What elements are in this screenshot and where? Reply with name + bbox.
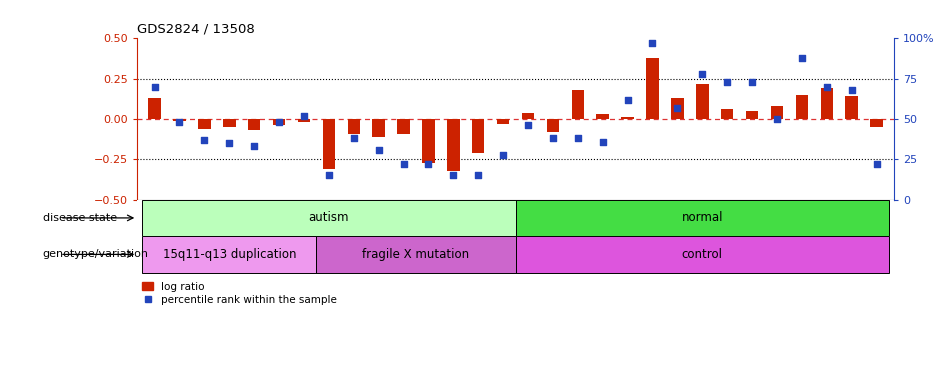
Bar xyxy=(547,119,559,132)
Bar xyxy=(298,119,310,122)
Point xyxy=(272,119,287,125)
Text: fragile X mutation: fragile X mutation xyxy=(362,248,469,261)
Bar xyxy=(646,58,658,119)
Bar xyxy=(173,119,185,121)
Point xyxy=(421,161,436,167)
Text: control: control xyxy=(682,248,723,261)
Bar xyxy=(223,119,236,127)
Bar xyxy=(522,113,534,119)
Point xyxy=(694,71,710,77)
Point xyxy=(172,119,187,125)
Point xyxy=(570,135,586,141)
Text: 15q11-q13 duplication: 15q11-q13 duplication xyxy=(163,248,296,261)
Point xyxy=(371,147,386,153)
Bar xyxy=(422,119,434,162)
Point xyxy=(595,139,610,145)
Bar xyxy=(721,109,733,119)
Text: genotype/variation: genotype/variation xyxy=(43,249,149,260)
Point xyxy=(769,116,784,122)
Bar xyxy=(373,119,385,137)
Point xyxy=(720,79,735,85)
Point xyxy=(670,105,685,111)
Point xyxy=(147,84,162,90)
Bar xyxy=(347,119,360,134)
Bar xyxy=(516,236,889,273)
Bar xyxy=(820,88,833,119)
Bar xyxy=(447,119,460,170)
Bar xyxy=(272,119,286,126)
Bar xyxy=(142,236,316,273)
Point xyxy=(496,151,511,157)
Bar xyxy=(397,119,410,134)
Bar xyxy=(516,200,889,236)
Bar xyxy=(771,106,783,119)
Point xyxy=(545,135,560,141)
Bar xyxy=(796,95,808,119)
Bar xyxy=(472,119,484,153)
Bar xyxy=(846,96,858,119)
Point xyxy=(869,161,885,167)
Legend: log ratio, percentile rank within the sample: log ratio, percentile rank within the sa… xyxy=(143,282,337,305)
Bar xyxy=(142,200,516,236)
Bar xyxy=(497,119,509,124)
Point xyxy=(520,122,535,129)
Point xyxy=(745,79,760,85)
Point xyxy=(247,143,262,149)
Point xyxy=(819,84,834,90)
Point xyxy=(346,135,361,141)
Bar xyxy=(198,119,211,129)
Point xyxy=(620,97,635,103)
Point xyxy=(322,172,337,179)
Bar xyxy=(870,119,883,127)
Bar xyxy=(323,119,335,169)
Point xyxy=(296,113,311,119)
Bar xyxy=(571,90,584,119)
Bar xyxy=(316,236,516,273)
Bar xyxy=(622,118,634,119)
Bar xyxy=(597,114,609,119)
Point xyxy=(221,140,236,146)
Point xyxy=(446,172,461,179)
Bar xyxy=(248,119,260,130)
Point xyxy=(396,161,412,167)
Bar xyxy=(671,98,684,119)
Text: GDS2824 / 13508: GDS2824 / 13508 xyxy=(137,23,254,36)
Bar xyxy=(149,98,161,119)
Bar xyxy=(696,84,709,119)
Point xyxy=(795,55,810,61)
Point xyxy=(197,137,212,143)
Text: autism: autism xyxy=(308,212,349,224)
Bar xyxy=(745,111,759,119)
Text: normal: normal xyxy=(681,212,723,224)
Point xyxy=(844,87,859,93)
Point xyxy=(471,172,486,179)
Point xyxy=(645,40,660,46)
Text: disease state: disease state xyxy=(43,213,116,223)
